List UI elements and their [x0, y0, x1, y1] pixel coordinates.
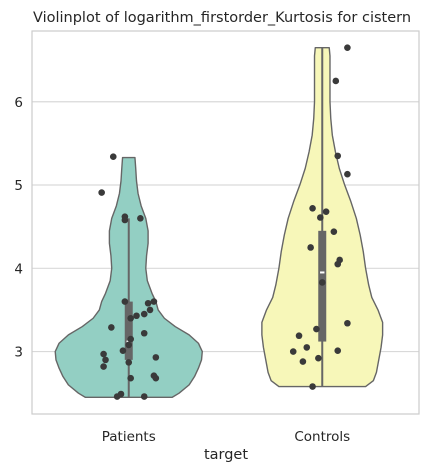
y-tick-label: 5: [14, 178, 23, 194]
data-point: [137, 215, 144, 222]
data-point: [336, 256, 343, 264]
data-point: [108, 324, 115, 331]
data-point: [127, 335, 134, 343]
data-point: [309, 383, 316, 390]
data-point: [344, 319, 351, 327]
data-point: [133, 312, 140, 320]
data-point: [109, 153, 117, 161]
data-point: [322, 208, 330, 215]
data-point: [303, 344, 311, 351]
x-tick-label: Controls: [294, 429, 350, 445]
y-tick-label: 4: [14, 261, 23, 277]
data-point: [146, 306, 154, 314]
data-point: [102, 356, 109, 364]
x-tick-label: Patients: [102, 429, 156, 445]
data-point: [289, 348, 297, 355]
data-point: [295, 332, 303, 340]
iqr-box-controls: [318, 230, 327, 342]
x-tick-labels: Patients Controls: [102, 429, 350, 445]
data-point: [127, 374, 134, 382]
data-point: [117, 390, 125, 398]
data-point: [98, 189, 105, 196]
data-point: [121, 213, 129, 220]
y-tick-label: 6: [14, 95, 23, 111]
data-point: [144, 299, 152, 307]
data-point: [100, 350, 107, 358]
data-point: [330, 228, 338, 235]
data-point: [344, 44, 351, 51]
chart-title: Violinplot of logarithm_firstorder_Kurto…: [33, 10, 411, 26]
data-point: [125, 341, 133, 349]
data-point: [334, 347, 342, 355]
iqr-box-patients: [124, 301, 133, 360]
median-marker-controls: [320, 271, 325, 274]
data-points: [98, 44, 351, 400]
data-point: [100, 363, 107, 370]
y-tick-labels: 3 4 5 6: [14, 95, 23, 361]
data-point: [152, 374, 160, 382]
data-point: [307, 244, 314, 251]
y-tick-label: 3: [14, 345, 23, 361]
data-point: [332, 77, 340, 85]
data-point: [313, 325, 320, 333]
data-point: [315, 354, 322, 362]
data-point: [344, 170, 351, 178]
plot-frame: [31, 30, 420, 415]
data-point: [309, 205, 316, 212]
data-point: [152, 354, 160, 361]
data-point: [334, 152, 342, 160]
data-point: [119, 347, 127, 355]
data-point: [140, 329, 148, 337]
data-point: [317, 214, 324, 221]
data-point: [140, 310, 148, 318]
data-point: [127, 314, 134, 322]
data-point: [299, 358, 307, 365]
data-point: [318, 279, 326, 286]
x-axis-label: target: [204, 447, 248, 463]
data-point: [150, 298, 158, 305]
data-point: [140, 393, 148, 400]
data-point: [125, 359, 133, 366]
data-point: [121, 298, 129, 305]
